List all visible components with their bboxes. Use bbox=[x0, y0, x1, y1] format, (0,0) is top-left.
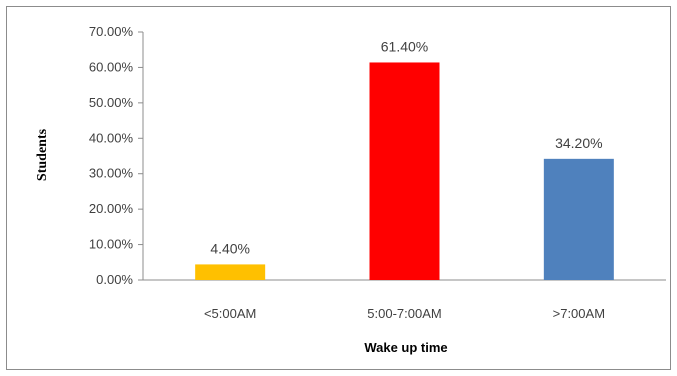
y-tick-label: 50.00% bbox=[89, 95, 134, 110]
bar bbox=[195, 264, 266, 280]
y-tick-label: 40.00% bbox=[89, 130, 134, 145]
plot-area: 0.00% 10.00% 20.00% 30.00% 40.00% 50.00% 60.00… bbox=[89, 24, 666, 321]
data-label: 34.20% bbox=[555, 135, 602, 151]
x-axis-title: Wake up time bbox=[364, 340, 447, 355]
bar bbox=[543, 158, 614, 280]
x-tick-label: 5:00-7:00AM bbox=[367, 306, 441, 321]
x-tick-label: <5:00AM bbox=[204, 306, 256, 321]
y-tick-label: 10.00% bbox=[89, 237, 134, 252]
y-tick-label: 0.00% bbox=[96, 272, 133, 287]
y-axis-title: Students bbox=[35, 128, 50, 181]
y-tick-label: 30.00% bbox=[89, 166, 134, 181]
y-tick-label: 60.00% bbox=[89, 59, 134, 74]
data-label: 4.40% bbox=[210, 240, 250, 256]
data-label: 61.40% bbox=[381, 38, 428, 54]
x-tick-label: >7:00AM bbox=[553, 306, 605, 321]
bar bbox=[369, 62, 440, 281]
y-tick-label: 20.00% bbox=[89, 201, 134, 216]
y-tick-label: 70.00% bbox=[89, 24, 134, 39]
